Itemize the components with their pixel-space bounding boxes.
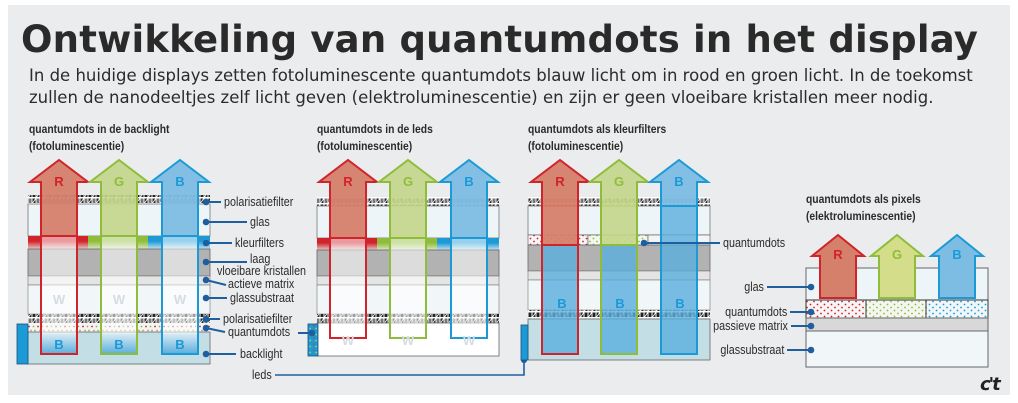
- panel-3-title-line1: quantumdots als kleurfilters: [528, 122, 667, 136]
- column-letter: W: [53, 292, 66, 307]
- blue-light-green-column: [601, 245, 637, 354]
- diagram-letters: R G B W W W B B B R G B W W W R G B B B …: [53, 174, 962, 352]
- panel-4-title-line1: quantumdots als pixels: [806, 192, 921, 206]
- quantumdot-led-strip: [307, 323, 319, 357]
- panel-1-title: quantumdots in de backlight (fotolumines…: [29, 121, 169, 155]
- light-column-blue: [451, 238, 487, 326]
- label-quantumdots-colorfilter: quantumdots: [723, 236, 786, 250]
- column-letter: W: [463, 333, 476, 348]
- led-strip: [16, 323, 29, 365]
- panel-1-title-line1: quantumdots in de backlight: [29, 122, 170, 136]
- panel-2-title-line1: quantumdots in de leds: [317, 122, 433, 136]
- panel-2-leds-diagram: [298, 158, 501, 357]
- panel-3-title: quantumdots als kleurfilters (fotolumine…: [528, 121, 666, 155]
- arrow-letter: G: [403, 174, 413, 189]
- label-laag: laag: [250, 252, 271, 266]
- blue-led-strip: [520, 324, 529, 361]
- arrow-letter: R: [555, 174, 565, 189]
- label-polarisatiefilter-top: polarisatiefilter: [224, 195, 294, 209]
- blue-light-green-column: [101, 334, 137, 354]
- arrow-letter: R: [833, 247, 843, 262]
- blue-arrow-icon: [437, 158, 501, 239]
- passive-matrix-layer: [805, 317, 989, 332]
- arrow-letter: B: [464, 174, 473, 189]
- column-letter: B: [557, 296, 566, 311]
- label-glassubstraat-pixels: glassubstraat: [720, 343, 784, 357]
- panel-2-title-line2: (fotoluminescentie): [317, 139, 413, 153]
- column-letter: W: [113, 292, 126, 307]
- label-kleurfilters: kleurfilters: [235, 236, 284, 250]
- column-letter: W: [342, 333, 355, 348]
- leds-callout-line: [275, 356, 528, 376]
- blue-quantumdot-pixel: [925, 299, 989, 319]
- label-backlight: backlight: [240, 347, 283, 361]
- arrow-letter: R: [343, 174, 353, 189]
- label-glassubstraat: glassubstraat: [230, 291, 294, 305]
- panel-1-backlight-diagram: [16, 158, 247, 365]
- label-glas-pixels: glas: [744, 280, 764, 294]
- label-quantumdots-pixels: quantumdots: [724, 305, 787, 319]
- column-letter: W: [402, 333, 415, 348]
- light-column-green: [390, 238, 426, 326]
- intro-text: In de huidige displays zetten fotolumine…: [29, 66, 973, 107]
- label-glas: glas: [250, 215, 270, 229]
- green-arrow-icon: [376, 158, 440, 239]
- column-letter: B: [54, 337, 63, 352]
- label-actieve-matrix: actieve matrix: [228, 277, 295, 291]
- blue-light-blue-column: [162, 334, 198, 354]
- panel-4-title: quantumdots als pixels (elektroluminesce…: [806, 191, 921, 225]
- light-column-green: [101, 236, 137, 334]
- red-quantumdot-pixel: [805, 299, 867, 319]
- label-passieve-matrix: passieve matrix: [713, 319, 788, 333]
- panel-2-title: quantumdots in de leds (fotoluminescenti…: [317, 121, 433, 155]
- arrow-letter: R: [54, 174, 64, 189]
- green-arrow-icon: [87, 158, 151, 237]
- label-polarisatiefilter-bottom: polarisatiefilter: [223, 312, 293, 326]
- column-letter: B: [114, 337, 123, 352]
- arrow-letter: B: [952, 247, 961, 262]
- label-vloeibare-kristallen: vloeibare kristallen: [217, 264, 307, 278]
- arrow-letter: B: [674, 174, 683, 189]
- green-arrow-icon: [587, 158, 651, 246]
- blue-light-blue-column: [661, 206, 697, 354]
- light-column-blue: [162, 236, 198, 334]
- column-letter: B: [615, 296, 624, 311]
- panel-4-title-line2: (elektroluminescentie): [806, 209, 916, 223]
- column-letter: W: [174, 292, 187, 307]
- panel-3-colorfilter-diagram: [520, 158, 720, 361]
- arrow-letter: G: [892, 247, 902, 262]
- panel-3-title-line2: (fotoluminescentie): [528, 139, 624, 153]
- column-letter: B: [675, 296, 684, 311]
- glass-substrate-layer: [805, 330, 989, 368]
- red-arrow-icon: [528, 158, 592, 246]
- blue-light-red-column: [542, 245, 578, 354]
- panel-1-title-line2: (fotoluminescentie): [29, 139, 125, 153]
- ct-logo: c't: [980, 374, 1001, 395]
- blue-arrow-icon: [647, 158, 711, 207]
- light-column-red: [41, 236, 77, 334]
- red-arrow-icon: [809, 233, 867, 299]
- arrow-letter: B: [175, 174, 184, 189]
- panel-4-pixels-diagram: [767, 233, 989, 368]
- column-letter: B: [175, 337, 184, 352]
- page-title: Ontwikkeling van quantumdots in het disp…: [21, 18, 979, 61]
- green-quantumdot-pixel: [865, 299, 927, 319]
- red-arrow-icon: [316, 158, 380, 239]
- green-arrow-icon: [868, 233, 926, 299]
- blue-light-red-column: [41, 334, 77, 354]
- blue-arrow-icon: [928, 233, 986, 299]
- arrow-letter: G: [614, 174, 624, 189]
- label-leds: leds: [252, 368, 272, 382]
- blue-arrow-icon: [148, 158, 212, 237]
- red-arrow-icon: [27, 158, 91, 237]
- label-quantumdots: quantumdots: [228, 325, 291, 339]
- light-column-red: [330, 238, 366, 326]
- light-guide-layer: [316, 322, 500, 357]
- arrow-letter: G: [114, 174, 124, 189]
